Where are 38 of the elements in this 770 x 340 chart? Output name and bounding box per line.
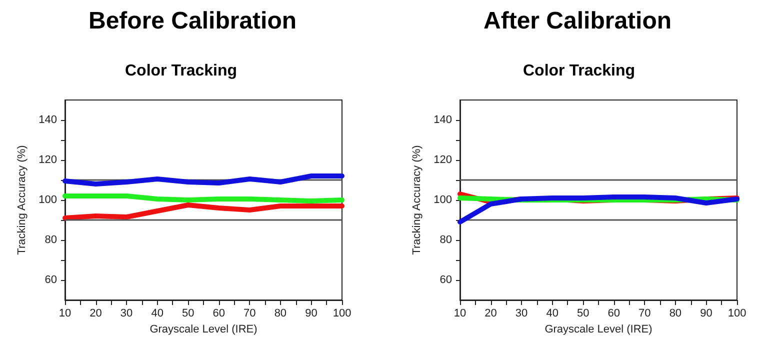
x-tick-label: 100 [728, 308, 746, 320]
y-tick-label: 100 [38, 194, 57, 206]
x-tick-label: 50 [182, 308, 194, 320]
x-tick-label: 90 [305, 308, 318, 320]
x-tick-label: 20 [484, 308, 497, 320]
x-tick-label: 70 [244, 308, 256, 320]
x-tick-label: 30 [515, 308, 528, 320]
x-tick-label: 10 [454, 308, 466, 320]
y-axis-title: Tracking Accuracy (%) [16, 145, 28, 255]
chart-subtitle: Color Tracking [523, 62, 636, 80]
y-tick-label: 60 [440, 274, 452, 286]
chart-title: Before Calibration [88, 8, 297, 34]
x-tick-label: 50 [576, 308, 590, 320]
y-tick-label: 80 [44, 234, 57, 246]
y-tick-label: 80 [440, 234, 452, 246]
y-tick-label: 120 [38, 154, 57, 166]
x-tick-label: 80 [274, 308, 287, 320]
y-tick-label: 100 [434, 194, 452, 206]
y-tick-label: 140 [38, 114, 57, 126]
x-tick-label: 100 [332, 308, 352, 320]
x-axis-title: Grayscale Level (IRE) [544, 323, 652, 336]
x-axis-title: Grayscale Level (IRE) [150, 323, 258, 336]
y-tick-label: 140 [434, 114, 452, 126]
y-tick-label: 60 [44, 274, 57, 286]
x-tick-label: 60 [608, 308, 620, 320]
y-tick-label: 120 [434, 154, 452, 166]
x-tick-label: 70 [638, 308, 651, 320]
x-tick-label: 60 [212, 308, 226, 320]
chart-title: After Calibration [483, 8, 672, 34]
y-axis-title: Tracking Accuracy (%) [411, 145, 424, 255]
chart-subtitle: Color Tracking [125, 62, 238, 80]
x-tick-label: 10 [58, 308, 72, 320]
x-tick-label: 80 [669, 308, 682, 320]
x-tick-label: 40 [151, 308, 164, 320]
x-tick-label: 90 [700, 308, 712, 320]
x-tick-label: 40 [546, 308, 558, 320]
x-tick-label: 30 [120, 308, 133, 320]
x-tick-label: 20 [90, 308, 102, 320]
